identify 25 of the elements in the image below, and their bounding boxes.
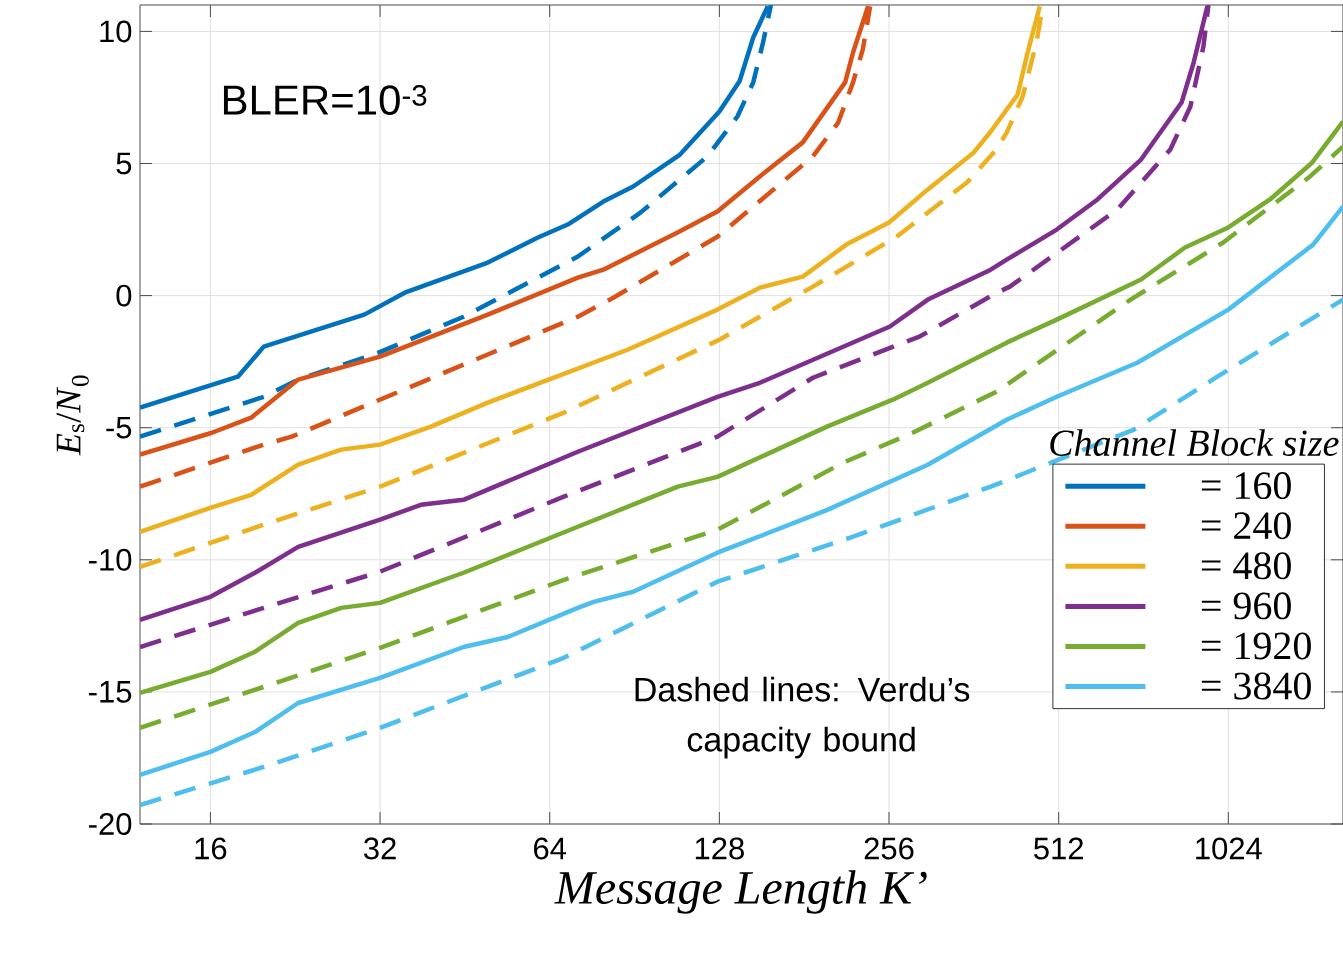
legend-label: = 1920 [1201, 632, 1311, 660]
x-tick-label: 128 [695, 837, 744, 860]
x-tick-label: 1024 [1196, 837, 1262, 860]
x-tick-label: 32 [364, 837, 396, 860]
y-tick-label: -10 [89, 548, 132, 571]
y-tick-label: 10 [100, 20, 132, 43]
y-tick-label: -20 [89, 813, 132, 835]
x-tick-label: 512 [1034, 837, 1083, 860]
y-tick-label: 5 [116, 152, 132, 175]
legend-label: = 240 [1201, 512, 1291, 540]
legend-label: = 960 [1201, 592, 1291, 620]
x-tick-label: 256 [864, 837, 914, 860]
y-tick-label: 0 [116, 284, 132, 307]
legend-title: Channel Block size [1050, 429, 1339, 457]
annotation: Dashed lines: Verdu’s capacity bound [635, 676, 970, 759]
legend-label: = 480 [1201, 552, 1291, 580]
annotation: BLER=10$^{-3}$ [223, 85, 427, 115]
x-axis-title: Message Length K’ [554, 870, 927, 914]
y-axis-title: E$_{s}$/N$_{0}$ [56, 375, 89, 456]
legend-label: = 3840 [1201, 672, 1311, 700]
x-tick-label: 64 [534, 837, 567, 860]
legend-label: = 160 [1201, 472, 1291, 500]
x-tick-label: 16 [195, 837, 227, 860]
y-tick-label: -15 [89, 681, 132, 703]
y-tick-label: -5 [106, 416, 132, 439]
